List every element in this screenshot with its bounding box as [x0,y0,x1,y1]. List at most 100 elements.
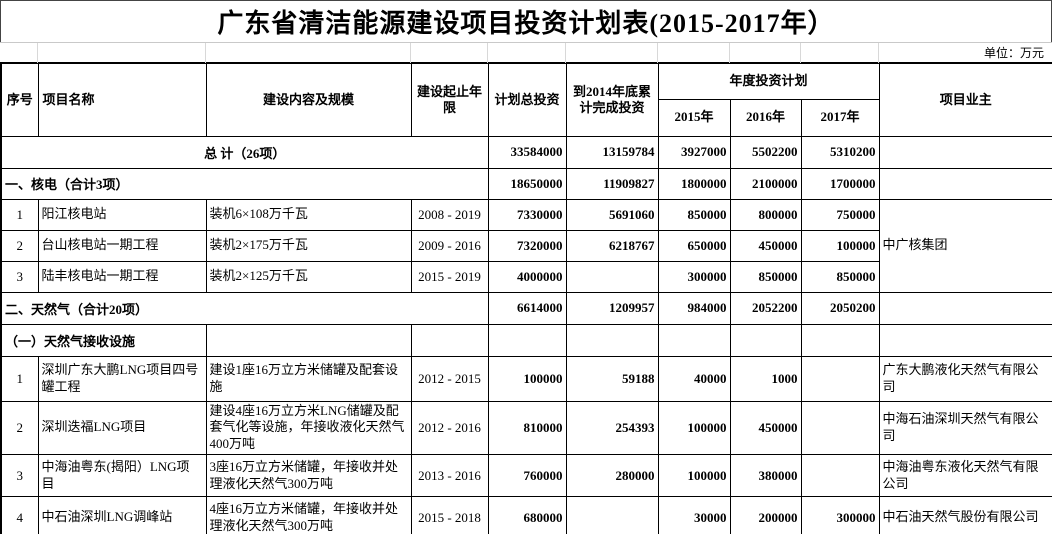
grand-total-investment: 33584000 [487,135,567,169]
cell-content: 装机2×125万千瓦 [205,260,412,293]
empty-cell [878,167,1052,200]
col-header-seq: 序号 [0,62,39,137]
cell-2016: 450000 [729,400,802,456]
empty-cell [657,323,731,357]
cell-2015: 650000 [657,229,731,262]
cell-owner: 中海油粤东液化天然气有限公司 [878,454,1052,498]
gas-2015: 984000 [657,291,731,325]
empty-cell [878,323,1052,357]
empty-cell [410,323,489,357]
cell-period: 2012 - 2016 [410,400,489,456]
col-header-done-2014: 到2014年底累计完成投资 [565,62,659,137]
cell-done: 6218767 [565,229,659,262]
cell-2016: 800000 [729,198,802,231]
cell-owner-merged: 中广核集团 [878,198,1052,293]
cell-period: 2009 - 2016 [410,229,489,262]
grand-total-2017: 5310200 [800,135,880,169]
gridline [800,43,801,63]
empty-cell [205,323,412,357]
cell-done [565,496,659,534]
cell-period: 2012 - 2015 [410,355,489,402]
table-row: 2 台山核电站一期工程 装机2×175万千瓦 2009 - 2016 73200… [0,229,1052,262]
cell-project-name: 深圳广东大鹏LNG项目四号罐工程 [37,355,207,402]
col-header-owner: 项目业主 [878,62,1052,137]
cell-2015: 300000 [657,260,731,293]
cell-seq: 2 [0,400,39,456]
cell-seq: 1 [0,355,39,402]
cell-project-name: 阳江核电站 [37,198,207,231]
cell-seq: 2 [0,229,39,262]
table-row: 4 中石油深圳LNG调峰站 4座16万立方米储罐，年接收并处理液化天然气300万… [0,496,1052,534]
cell-content: 装机6×108万千瓦 [205,198,412,231]
cell-total: 760000 [487,454,567,498]
cell-content: 装机2×175万千瓦 [205,229,412,262]
cell-owner: 广东大鹏液化天然气有限公司 [878,355,1052,402]
header-row-top: 序号 项目名称 建设内容及规模 建设起止年限 计划总投资 到2014年底累计完成… [0,62,1052,137]
col-header-2016: 2016年 [729,98,802,137]
cell-done: 59188 [565,355,659,402]
nuclear-total: 18650000 [487,167,567,200]
gas-section-label: 二、天然气（合计20项） [0,291,489,325]
gas-subsection-label: （一）天然气接收设施 [0,323,207,357]
header-row-years: 2015年 2016年 2017年 [1,98,1052,137]
cell-seq: 1 [0,198,39,231]
gas-done: 1209957 [565,291,659,325]
empty-cell [487,323,567,357]
empty-cell [878,291,1052,325]
cell-seq: 3 [0,454,39,498]
gridline [878,43,879,63]
gas-section-row: 二、天然气（合计20项） 6614000 1209957 984000 2052… [0,291,1052,325]
cell-2017: 100000 [800,229,880,262]
table-row: 1 阳江核电站 装机6×108万千瓦 2008 - 2019 7330000 5… [0,198,1052,293]
cell-period: 2015 - 2019 [410,260,489,293]
grand-total-row: 总 计（26项） 33584000 13159784 3927000 55022… [0,135,1052,169]
cell-owner: 中海石油深圳天然气有限公司 [878,400,1052,456]
cell-seq: 3 [0,260,39,293]
cell-2015: 100000 [657,454,731,498]
gridline [205,43,206,63]
nuclear-2016: 2100000 [729,167,802,200]
cell-total: 100000 [487,355,567,402]
cell-2017: 300000 [800,496,880,534]
grand-total-2016: 5502200 [729,135,802,169]
page-title: 广东省清洁能源建设项目投资计划表(2015-2017年） [0,0,1052,42]
col-header-2017: 2017年 [800,98,880,137]
col-header-total-investment: 计划总投资 [487,62,567,137]
gridline [729,43,730,63]
cell-project-name: 中海油粤东(揭阳）LNG项目 [37,454,207,498]
cell-done [565,260,659,293]
cell-done: 5691060 [565,198,659,231]
cell-project-name: 中石油深圳LNG调峰站 [37,496,207,534]
cell-owner: 中石油天然气股份有限公司 [878,496,1052,534]
table-row: 3 中海油粤东(揭阳）LNG项目 3座16万立方米储罐，年接收并处理液化天然气3… [0,454,1052,498]
cell-period: 2013 - 2016 [410,454,489,498]
grand-total-label: 总 计（26项） [0,135,489,169]
cell-total: 810000 [487,400,567,456]
cell-2016: 850000 [729,260,802,293]
cell-content: 建设4座16万立方米LNG储罐及配套气化等设施，年接收液化天然气400万吨 [205,400,412,456]
cell-project-name: 深圳迭福LNG项目 [37,400,207,456]
cell-2017 [800,400,880,456]
cell-done: 280000 [565,454,659,498]
table-row: 2 深圳迭福LNG项目 建设4座16万立方米LNG储罐及配套气化等设施，年接收液… [0,400,1052,456]
grand-total-done: 13159784 [565,135,659,169]
cell-2017 [800,454,880,498]
table-row: 3 陆丰核电站一期工程 装机2×125万千瓦 2015 - 2019 40000… [0,260,1052,293]
gas-total: 6614000 [487,291,567,325]
nuclear-2015: 1800000 [657,167,731,200]
col-header-name: 项目名称 [37,62,207,137]
cell-2015: 100000 [657,400,731,456]
col-header-content: 建设内容及规模 [205,62,412,137]
col-header-2015: 2015年 [657,98,731,137]
cell-2016: 1000 [729,355,802,402]
cell-content: 3座16万立方米储罐，年接收并处理液化天然气300万吨 [205,454,412,498]
empty-cell [800,323,880,357]
gas-2016: 2052200 [729,291,802,325]
cell-2016: 380000 [729,454,802,498]
nuclear-2017: 1700000 [800,167,880,200]
gridline [657,43,658,63]
gridline [565,43,566,63]
cell-content: 建设1座16万立方米储罐及配套设施 [205,355,412,402]
nuclear-section-label: 一、核电（合计3项） [0,167,489,200]
